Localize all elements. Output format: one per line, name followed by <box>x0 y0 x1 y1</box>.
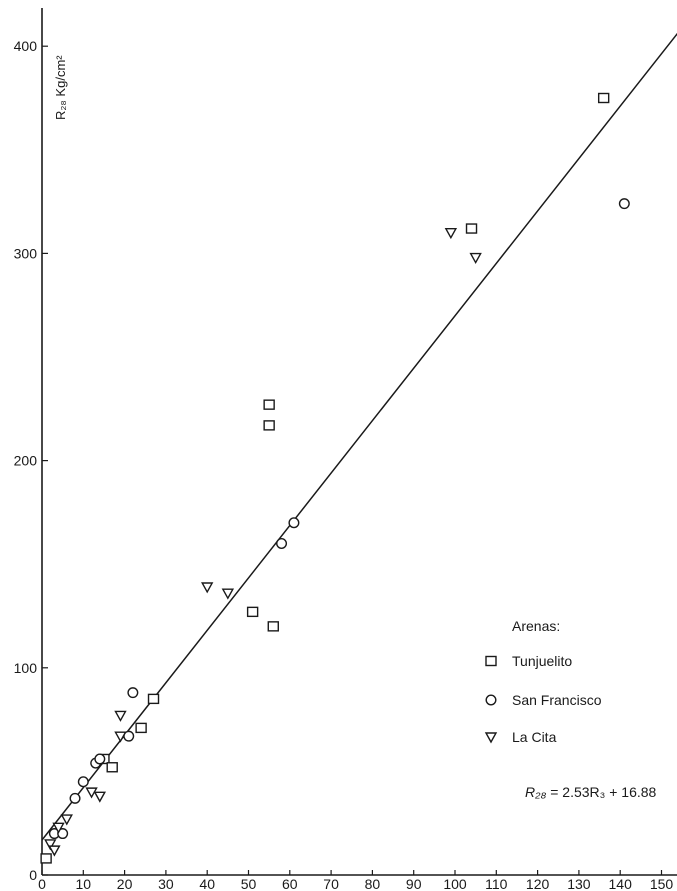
data-point-la-cita <box>114 710 127 722</box>
y-tick-label: 400 <box>14 38 38 54</box>
regression-equation: R₂₈ = 2.53R₃ + 16.88 <box>525 784 657 800</box>
data-point-la-cita <box>44 839 57 851</box>
x-tick-label: 110 <box>485 876 508 891</box>
y-tick-label: 200 <box>14 453 38 469</box>
data-point-san-francisco <box>288 517 300 529</box>
data-points <box>40 92 630 864</box>
data-point-tunjuelito <box>40 853 52 864</box>
regression-line <box>41 32 677 841</box>
x-tick-label: 100 <box>443 876 467 891</box>
x-tick-label: 30 <box>158 876 174 891</box>
x-tick-label: 150 <box>650 876 674 891</box>
x-tick-label: 20 <box>117 876 133 891</box>
data-point-la-cita <box>114 731 127 743</box>
legend-title: Arenas: <box>512 618 560 634</box>
equation-rhs: = 2.53R₃ + 16.88 <box>546 784 656 800</box>
x-tick-label: 140 <box>609 876 633 891</box>
data-point-la-cita <box>201 582 214 594</box>
equation-lhs: R₂₈ <box>525 784 546 800</box>
data-point-tunjuelito <box>263 399 275 410</box>
data-point-la-cita <box>85 787 98 799</box>
x-tick-label: 80 <box>365 876 381 891</box>
x-tick-label: 70 <box>323 876 339 891</box>
data-point-la-cita <box>469 252 482 264</box>
y-axis-label: R₂₈ Kg/cm² <box>53 55 68 120</box>
data-point-la-cita <box>444 227 458 240</box>
legend-label-san-francisco: San Francisco <box>512 692 602 708</box>
x-tick-label: 60 <box>282 876 298 891</box>
x-tick-label: 90 <box>406 876 422 891</box>
data-point-san-francisco <box>276 537 288 549</box>
legend-marker-san-francisco <box>485 694 497 706</box>
legend-label-la-cita: La Cita <box>512 729 557 745</box>
legend-marker-tunjuelito <box>485 655 497 667</box>
data-point-tunjuelito <box>147 693 160 705</box>
data-point-tunjuelito <box>597 92 610 104</box>
data-point-san-francisco <box>618 198 630 210</box>
data-point-tunjuelito <box>135 722 147 734</box>
y-tick-label: 100 <box>14 660 38 676</box>
data-point-la-cita <box>60 814 73 826</box>
data-point-san-francisco <box>77 776 89 788</box>
x-tick-label: 50 <box>241 876 257 891</box>
data-point-san-francisco <box>69 792 81 804</box>
y-tick-label: 300 <box>14 245 38 261</box>
data-point-san-francisco <box>94 753 106 765</box>
data-point-la-cita <box>52 822 65 834</box>
tick-labels: 0 10 20 30 40 50 60 70 80 90 100 110 120 130 140 150 0 10… <box>14 38 674 891</box>
data-point-tunjuelito <box>465 223 478 234</box>
data-point-tunjuelito <box>246 606 259 618</box>
x-tick-label: 120 <box>526 876 550 891</box>
data-point-la-cita <box>221 588 235 600</box>
legend-marker-la-cita <box>484 732 498 744</box>
x-tick-label: 0 <box>38 876 46 891</box>
x-tick-label: 10 <box>76 876 92 891</box>
data-point-san-francisco <box>127 687 139 699</box>
legend: Arenas: Tunjuelito San Francisco La Cita <box>484 618 602 745</box>
data-point-tunjuelito <box>267 621 279 632</box>
x-tick-label: 130 <box>567 876 591 891</box>
data-point-la-cita <box>93 791 107 803</box>
legend-label-tunjuelito: Tunjuelito <box>512 653 572 669</box>
data-point-tunjuelito <box>263 420 275 431</box>
data-point-la-cita <box>48 845 61 857</box>
data-point-san-francisco <box>57 828 69 840</box>
y-tick-label: 0 <box>29 867 37 883</box>
x-tick-label: 40 <box>199 876 215 891</box>
regression-line-path <box>41 32 677 841</box>
data-point-tunjuelito <box>106 762 118 773</box>
axes <box>41 8 677 876</box>
